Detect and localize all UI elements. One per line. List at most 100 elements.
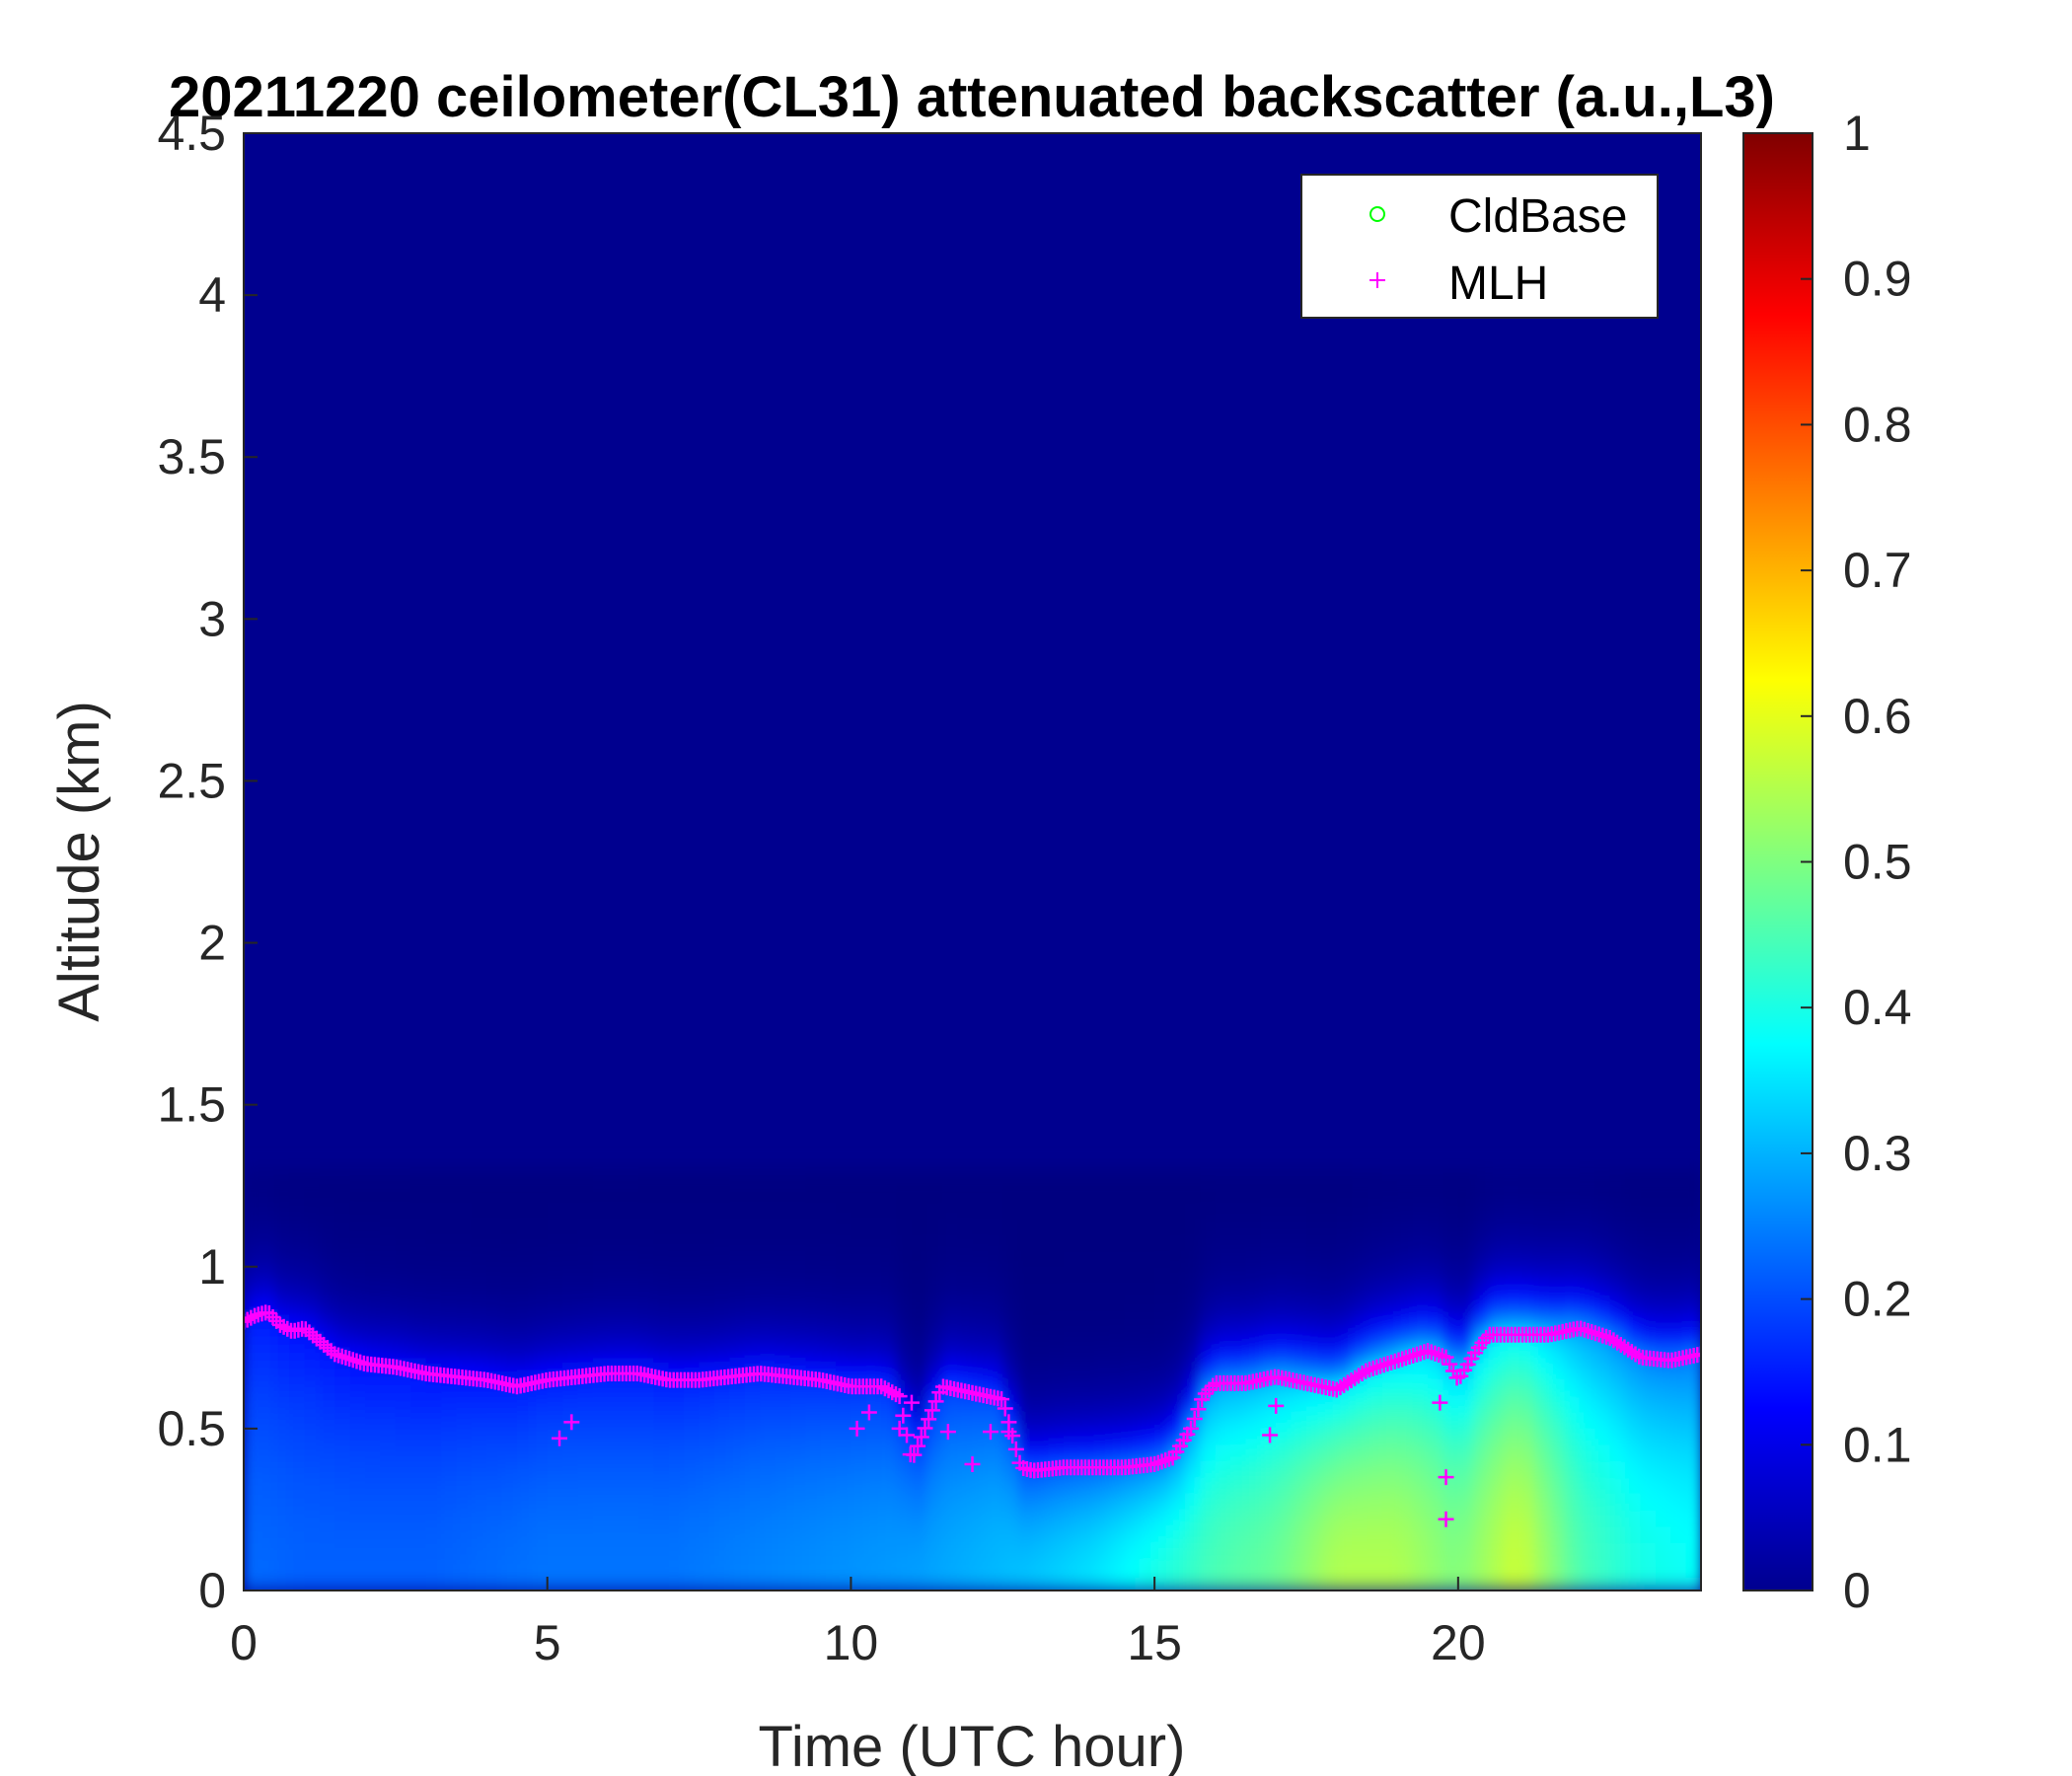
heatmap-cell	[713, 1444, 731, 1462]
heatmap-cell	[1518, 1169, 1535, 1187]
heatmap-cell	[987, 1574, 1004, 1591]
heatmap-cell	[1017, 1477, 1035, 1495]
heatmap-cell	[851, 1364, 867, 1381]
heatmap-cell	[653, 1233, 670, 1252]
mlh-point	[891, 1388, 908, 1405]
heatmap-cell	[1169, 1169, 1186, 1187]
heatmap-cell	[1305, 1493, 1323, 1511]
heatmap-cell	[911, 1541, 928, 1560]
heatmap-cell	[608, 1558, 625, 1576]
mlh-point	[1358, 1363, 1374, 1379]
heatmap-cell	[334, 1379, 351, 1398]
heatmap-cell	[1063, 1331, 1080, 1349]
heatmap-cell	[486, 1574, 503, 1591]
heatmap-cell	[1230, 1250, 1247, 1268]
heatmap-cell	[865, 1428, 883, 1446]
heatmap-cell	[319, 1169, 336, 1187]
heatmap-cell	[1260, 1477, 1278, 1495]
mlh-point	[1205, 1377, 1221, 1394]
heatmap-cell	[1002, 1493, 1019, 1511]
heatmap-cell	[259, 1541, 275, 1560]
heatmap-cell	[623, 1444, 640, 1462]
heatmap-cell	[729, 1558, 746, 1576]
heatmap-cell	[1670, 1266, 1687, 1285]
heatmap-cell	[1078, 1331, 1095, 1349]
heatmap-cell	[926, 1574, 943, 1591]
heatmap-cell	[820, 1202, 838, 1220]
heatmap-cell	[729, 1460, 746, 1479]
heatmap-cell	[410, 1266, 427, 1285]
heatmap-cell	[851, 1460, 867, 1479]
heatmap-cell	[1245, 1396, 1262, 1414]
heatmap-cell	[836, 1283, 852, 1300]
heatmap-cell	[592, 1347, 610, 1366]
heatmap-cell	[441, 1298, 458, 1317]
heatmap-cell	[668, 1444, 686, 1462]
heatmap-cell	[1412, 1185, 1430, 1204]
heatmap-cell	[441, 1558, 458, 1576]
heatmap-cell	[1473, 1412, 1490, 1430]
heatmap-cell	[1321, 1250, 1338, 1268]
heatmap-cell	[456, 1331, 473, 1349]
heatmap-cell	[1579, 1266, 1596, 1285]
heatmap-cell	[577, 1233, 594, 1252]
heatmap-cell	[365, 1266, 382, 1285]
heatmap-cell	[1154, 1185, 1171, 1204]
heatmap-cell	[1367, 1331, 1383, 1349]
heatmap-cell	[1609, 1493, 1627, 1511]
heatmap-cell	[668, 1525, 686, 1543]
heatmap-cell	[547, 1185, 564, 1204]
heatmap-cell	[1033, 1283, 1050, 1300]
heatmap-cell	[1184, 1477, 1202, 1495]
heatmap-cell	[638, 1315, 655, 1333]
heatmap-cell	[851, 1218, 867, 1235]
heatmap-cell	[365, 1185, 382, 1204]
heatmap-cell	[805, 1493, 822, 1511]
heatmap-cell	[1002, 1477, 1019, 1495]
heatmap-cell	[1245, 1541, 1262, 1560]
heatmap-cell	[805, 1541, 822, 1560]
heatmap-cell	[501, 1509, 518, 1527]
mlh-point	[1438, 1469, 1454, 1486]
heatmap-cell	[1625, 1315, 1642, 1333]
heatmap-cell	[1473, 1283, 1490, 1300]
heatmap-cell	[987, 1202, 1004, 1220]
heatmap-cell	[1154, 1525, 1171, 1543]
heatmap-cell	[1336, 1444, 1354, 1462]
heatmap-cell	[1124, 1477, 1141, 1495]
heatmap-cell	[1002, 1460, 1019, 1479]
heatmap-cell	[365, 1283, 382, 1300]
heatmap-cell	[1670, 1396, 1687, 1414]
heatmap-cell	[1108, 1364, 1126, 1381]
mlh-point	[1268, 1397, 1285, 1414]
heatmap-cell	[1594, 1444, 1611, 1462]
heatmap-cell	[1609, 1558, 1627, 1576]
heatmap-cell	[1215, 1331, 1232, 1349]
heatmap-cell	[304, 1185, 321, 1204]
heatmap-cell	[957, 1283, 974, 1300]
heatmap-cell	[259, 1331, 275, 1349]
heatmap-cell	[1412, 1525, 1430, 1543]
heatmap-cell	[1305, 1477, 1323, 1495]
heatmap-cell	[1305, 1233, 1323, 1252]
heatmap-cell	[881, 1364, 898, 1381]
heatmap-cell	[1397, 1315, 1414, 1333]
heatmap-cell	[1154, 1541, 1171, 1560]
heatmap-cell	[1609, 1509, 1627, 1527]
heatmap-cell	[1549, 1283, 1566, 1300]
heatmap-cell	[395, 1331, 412, 1349]
heatmap-cell	[1518, 1574, 1535, 1591]
heatmap-cell	[259, 1558, 275, 1576]
heatmap-cell	[896, 1169, 913, 1187]
heatmap-cell	[987, 1169, 1004, 1187]
heatmap-cell	[456, 1541, 473, 1560]
heatmap-cell	[1017, 1428, 1035, 1446]
heatmap-cell	[1518, 1525, 1535, 1543]
heatmap-cell	[577, 1412, 594, 1430]
heatmap-cell	[441, 1477, 458, 1495]
heatmap-cell	[1093, 1266, 1110, 1285]
heatmap-cell	[1609, 1396, 1627, 1414]
heatmap-cell	[1488, 1525, 1505, 1543]
heatmap-cell	[713, 1298, 731, 1317]
heatmap-cell	[638, 1493, 655, 1511]
